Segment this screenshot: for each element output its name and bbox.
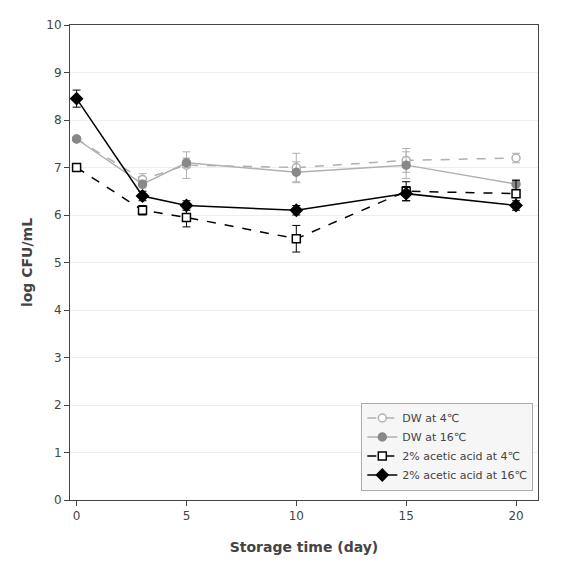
svg-text:8: 8 bbox=[54, 113, 62, 127]
svg-text:DW at 16℃: DW at 16℃ bbox=[402, 431, 466, 444]
svg-text:15: 15 bbox=[399, 509, 414, 523]
svg-text:6: 6 bbox=[54, 208, 62, 222]
svg-text:10: 10 bbox=[289, 509, 304, 523]
svg-text:5: 5 bbox=[54, 256, 62, 270]
svg-text:0: 0 bbox=[73, 509, 81, 523]
svg-text:20: 20 bbox=[508, 509, 523, 523]
svg-text:2: 2 bbox=[54, 398, 62, 412]
svg-text:9: 9 bbox=[54, 66, 62, 80]
svg-text:Storage time (day): Storage time (day) bbox=[230, 539, 379, 555]
svg-text:log CFU/mL: log CFU/mL bbox=[19, 218, 35, 307]
svg-text:7: 7 bbox=[54, 161, 62, 175]
svg-text:2% acetic acid at 16℃: 2% acetic acid at 16℃ bbox=[402, 469, 527, 482]
svg-text:10: 10 bbox=[46, 18, 61, 32]
svg-text:5: 5 bbox=[183, 509, 191, 523]
svg-text:3: 3 bbox=[54, 351, 62, 365]
svg-text:DW at 4℃: DW at 4℃ bbox=[402, 412, 459, 425]
svg-text:1: 1 bbox=[54, 446, 62, 460]
svg-text:0: 0 bbox=[54, 493, 62, 507]
svg-text:2% acetic acid at 4℃: 2% acetic acid at 4℃ bbox=[402, 450, 520, 463]
svg-text:4: 4 bbox=[54, 303, 62, 317]
